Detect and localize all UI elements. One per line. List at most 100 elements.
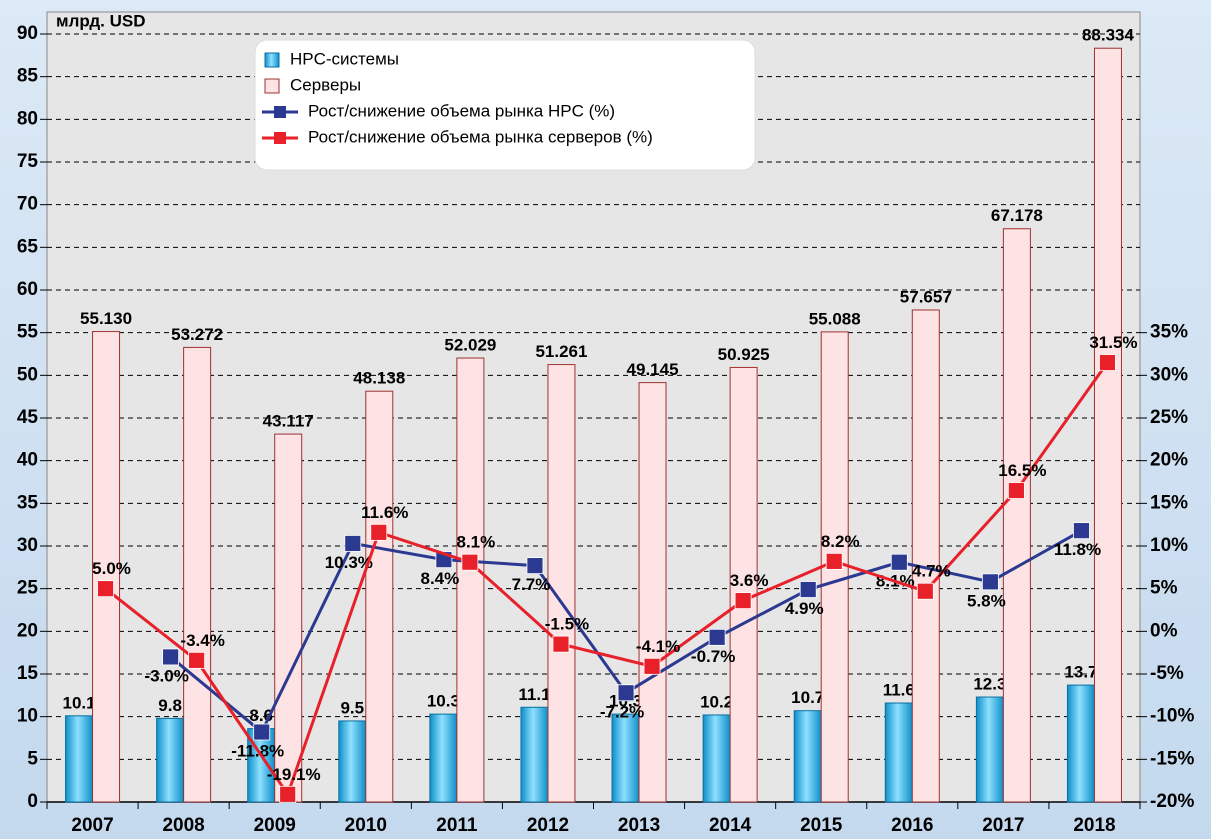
marker bbox=[279, 785, 297, 803]
marker bbox=[1007, 482, 1025, 499]
bar-label: 48.138 bbox=[353, 369, 405, 388]
bar bbox=[429, 713, 458, 803]
bar bbox=[638, 382, 667, 803]
point-label: 5.0% bbox=[92, 559, 131, 578]
y2-tick-label: 20% bbox=[1150, 450, 1188, 471]
y-tick-label: 15 bbox=[17, 663, 39, 684]
marker bbox=[916, 582, 934, 600]
point-label: -1.5% bbox=[545, 615, 589, 634]
bar bbox=[156, 717, 185, 803]
marker bbox=[617, 684, 635, 702]
y-tick-label: 50 bbox=[17, 364, 38, 385]
x-tick-label: 2008 bbox=[162, 815, 204, 836]
marker bbox=[461, 553, 479, 571]
y-axis-title: млрд. USD bbox=[56, 11, 145, 30]
y2-tick-label: 15% bbox=[1150, 492, 1188, 513]
y-tick-label: 40 bbox=[17, 450, 38, 471]
legend-marker bbox=[274, 132, 286, 144]
point-label: 11.8% bbox=[1054, 540, 1101, 559]
bar bbox=[547, 364, 576, 803]
y-tick-label: 65 bbox=[17, 236, 39, 257]
bar bbox=[338, 720, 367, 803]
bar bbox=[702, 714, 731, 803]
x-tick-label: 2009 bbox=[254, 815, 296, 836]
point-label: -3.4% bbox=[180, 631, 224, 650]
bar bbox=[884, 702, 913, 803]
bar bbox=[1002, 228, 1031, 803]
bar bbox=[729, 366, 758, 803]
y-tick-label: 55 bbox=[17, 322, 39, 343]
y-tick-label: 75 bbox=[17, 151, 39, 172]
point-label: -3.0% bbox=[144, 666, 188, 685]
y2-tick-label: -5% bbox=[1150, 663, 1184, 684]
bar-label: 43.117 bbox=[263, 412, 314, 431]
point-label: 8.1% bbox=[457, 533, 496, 552]
point-label: -19.1% bbox=[267, 765, 321, 784]
line bbox=[104, 361, 1109, 798]
bar-label: 51.261 bbox=[535, 342, 587, 361]
bar-label: 53.272 bbox=[171, 325, 223, 344]
x-tick-label: 2012 bbox=[527, 815, 569, 836]
legend-swatch bbox=[264, 52, 280, 68]
bar-label: 50.925 bbox=[718, 345, 770, 364]
y-tick-label: 90 bbox=[17, 23, 38, 44]
bar bbox=[520, 706, 549, 803]
bar-label: 10.1 bbox=[62, 693, 95, 712]
point-label: 16.5% bbox=[998, 461, 1046, 480]
legend-label: Серверы bbox=[290, 75, 361, 94]
y2-tick-label: 30% bbox=[1150, 364, 1188, 385]
bar-label: 10.2 bbox=[700, 692, 733, 711]
y-tick-label: 70 bbox=[17, 194, 38, 215]
x-tick-label: 2017 bbox=[982, 815, 1024, 836]
marker bbox=[708, 628, 726, 646]
marker bbox=[370, 523, 388, 541]
bar bbox=[1066, 684, 1095, 803]
bar bbox=[183, 346, 212, 803]
bar-label: 57.657 bbox=[900, 287, 952, 306]
marker bbox=[253, 723, 271, 741]
y2-tick-label: -20% bbox=[1150, 791, 1194, 812]
marker bbox=[162, 648, 180, 666]
bar-label: 10.7 bbox=[791, 688, 824, 707]
y-tick-label: 45 bbox=[17, 407, 39, 428]
point-label: -0.7% bbox=[691, 647, 735, 666]
legend-marker bbox=[274, 106, 286, 118]
marker bbox=[552, 635, 570, 653]
marker bbox=[799, 581, 817, 598]
point-label: 3.6% bbox=[730, 571, 769, 590]
marker bbox=[981, 573, 999, 591]
y-tick-label: 85 bbox=[17, 66, 39, 87]
bar bbox=[365, 390, 394, 803]
y2-tick-label: -15% bbox=[1150, 748, 1194, 769]
bar-label: 10.3 bbox=[427, 692, 460, 711]
y2-tick-label: 0% bbox=[1150, 620, 1178, 641]
y-tick-label: 0 bbox=[27, 791, 38, 812]
x-tick-label: 2016 bbox=[891, 815, 933, 836]
y-tick-label: 80 bbox=[17, 108, 38, 129]
bar bbox=[274, 433, 303, 803]
x-tick-label: 2013 bbox=[618, 815, 660, 836]
x-tick-label: 2010 bbox=[345, 815, 387, 836]
y2-tick-label: 35% bbox=[1150, 322, 1188, 343]
marker bbox=[734, 592, 752, 610]
bar bbox=[793, 710, 822, 803]
bar-label: 67.178 bbox=[991, 206, 1043, 225]
x-tick-label: 2015 bbox=[800, 815, 843, 836]
bar bbox=[975, 696, 1004, 803]
x-tick-label: 2011 bbox=[436, 815, 478, 836]
legend-label: Рост/снижение объема рынка серверов (%) bbox=[308, 127, 653, 146]
point-label: 8.2% bbox=[821, 532, 860, 551]
y-tick-label: 30 bbox=[17, 535, 38, 556]
bar-label: 12.3 bbox=[973, 675, 1006, 694]
point-label: 7.7% bbox=[512, 575, 551, 594]
point-label: 8.4% bbox=[421, 569, 460, 588]
marker bbox=[97, 580, 114, 598]
point-label: -7.2% bbox=[600, 702, 644, 721]
point-label: -4.1% bbox=[636, 637, 680, 656]
bar-label: 88.334 bbox=[1082, 26, 1135, 45]
x-tick-label: 2018 bbox=[1073, 815, 1115, 836]
bar-label: 55.088 bbox=[809, 309, 861, 328]
marker bbox=[825, 552, 843, 570]
y2-tick-label: -10% bbox=[1150, 706, 1194, 727]
